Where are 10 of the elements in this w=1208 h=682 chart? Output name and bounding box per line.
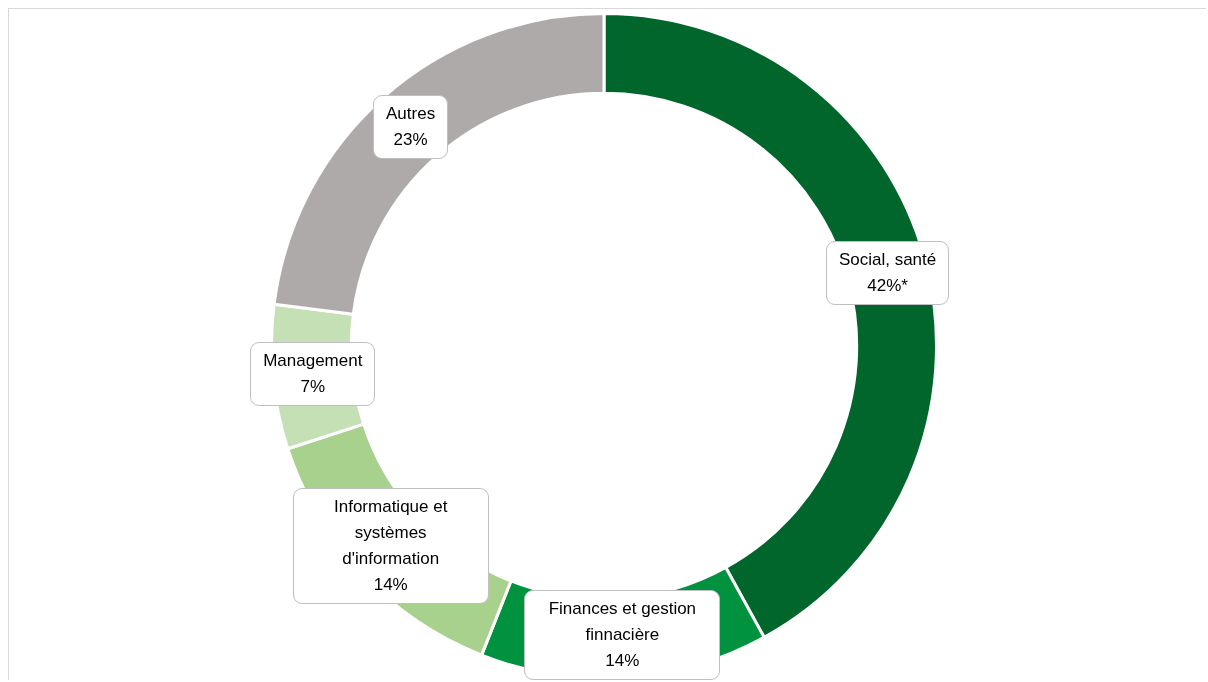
slice-label: Autres xyxy=(386,102,436,125)
data-label: 7% xyxy=(299,375,327,398)
data-label: 42%* xyxy=(866,275,909,298)
slice-label: Social, santé xyxy=(838,249,937,272)
data-label: 14% xyxy=(604,650,641,672)
data-label: 14% xyxy=(372,574,409,597)
slice-label: Informatique et systèmes d'information xyxy=(333,496,449,571)
data-label: 23% xyxy=(392,128,429,151)
slice-label: Finances et gestion finnacière xyxy=(547,598,698,646)
slice-label: Management xyxy=(263,349,363,372)
